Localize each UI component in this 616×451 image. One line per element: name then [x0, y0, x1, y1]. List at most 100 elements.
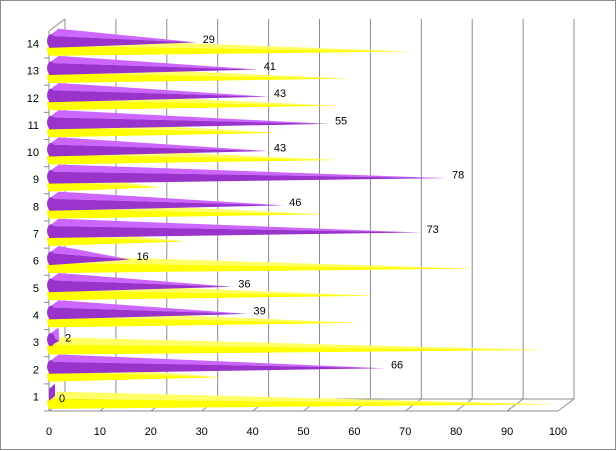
data-label: 55	[335, 115, 347, 127]
x-tick-label: 10	[94, 426, 106, 438]
purple-cone-6-base	[47, 251, 55, 265]
purple-cone-9-base	[47, 170, 55, 184]
x-tick-label: 40	[246, 426, 258, 438]
purple-cone-5-base	[47, 278, 55, 292]
x-tick-label: 30	[196, 426, 208, 438]
purple-cone-4-base	[47, 305, 55, 319]
yellow-cone-2-front-face	[49, 371, 223, 382]
y-tick-label: 9	[33, 174, 39, 186]
yellow-cone-12-front-face	[49, 100, 340, 111]
purple-cone-12	[47, 83, 268, 103]
purple-cone-1	[49, 383, 55, 401]
floor-grid-line	[557, 398, 575, 412]
purple-cone-13-base	[47, 61, 55, 75]
yellow-cone-1-top-face	[49, 391, 558, 405]
x-tick-label: 100	[549, 426, 567, 438]
purple-cone-8	[47, 191, 284, 211]
data-label: 46	[289, 197, 301, 209]
y-tick-label: 10	[27, 147, 39, 159]
purple-cone-11-base	[47, 115, 55, 129]
x-tick-label: 70	[399, 426, 411, 438]
purple-cone-1-stub	[49, 383, 55, 401]
purple-cone-6-front-face	[49, 253, 131, 266]
data-label: 43	[274, 143, 286, 155]
purple-cone-10-base	[47, 143, 55, 156]
yellow-cone-9-front-face	[49, 181, 161, 192]
purple-cone-9	[47, 164, 447, 184]
yellow-cone-8-front-face	[49, 208, 324, 219]
purple-cone-7-base	[47, 224, 55, 238]
data-label: 41	[264, 61, 276, 73]
y-tick-label: 4	[33, 310, 39, 322]
purple-cone-5-top-face	[49, 273, 233, 287]
purple-cone-11-front-face	[49, 117, 329, 130]
purple-cone-8-top-face	[49, 191, 284, 206]
purple-cone-13-top-face	[49, 55, 258, 70]
yellow-cone-4-front-face	[49, 317, 360, 328]
purple-cone-8-front-face	[49, 198, 284, 211]
purple-cone-4-top-face	[49, 300, 248, 314]
data-label: 36	[238, 278, 250, 290]
x-tick-label: 0	[46, 426, 52, 438]
bars	[47, 28, 558, 409]
yellow-cone-7-front-face	[49, 235, 187, 246]
x-tick-label: 90	[501, 426, 513, 438]
yellow-cone-1-front-face	[49, 398, 558, 409]
left-wall-top	[48, 18, 66, 32]
yellow-cone-11-front-face	[49, 127, 279, 138]
y-tick-label: 3	[33, 337, 39, 349]
purple-cone-4	[47, 300, 248, 320]
y-tick-label: 12	[27, 93, 39, 105]
y-tick-label: 7	[33, 229, 39, 241]
yellow-cone-3-front-face	[49, 344, 548, 355]
x-tick-label: 50	[297, 426, 309, 438]
floor-grid-line	[506, 398, 524, 412]
purple-cone-5	[47, 273, 233, 293]
yellow-cone-3-top-face	[49, 337, 548, 351]
purple-cone-5-front-face	[49, 280, 233, 293]
x-tick-label: 80	[450, 426, 462, 438]
purple-cone-9-front-face	[49, 171, 447, 184]
purple-cone-2-front-face	[49, 361, 385, 374]
purple-cone-9-top-face	[49, 164, 447, 179]
y-tick-label: 2	[33, 364, 39, 376]
purple-cone-7-top-face	[49, 218, 421, 233]
purple-cone-14	[47, 28, 197, 48]
yellow-cone-6-top-face	[49, 255, 477, 269]
purple-cone-11	[47, 110, 329, 130]
yellow-cone-14-front-face	[49, 45, 411, 56]
purple-cone-3-top-face	[49, 327, 60, 342]
data-label: 39	[254, 305, 266, 317]
data-label: 2	[65, 333, 71, 345]
purple-cone-12-base	[47, 88, 55, 102]
data-label: 43	[274, 88, 286, 100]
purple-cone-14-top-face	[49, 28, 197, 43]
y-tick-label: 8	[33, 201, 39, 213]
data-label: 16	[136, 251, 148, 263]
purple-cone-4-front-face	[49, 307, 248, 320]
yellow-cone-13-front-face	[49, 73, 350, 84]
x-tick-label: 60	[348, 426, 360, 438]
yellow-cone-6-front-face	[49, 263, 477, 274]
y-tick-label: 11	[28, 120, 39, 132]
y-tick-label: 6	[33, 256, 39, 268]
purple-cone-10-front-face	[49, 144, 268, 157]
purple-cone-6-top-face	[49, 245, 131, 260]
yellow-cone-6	[47, 255, 477, 274]
purple-cone-10-top-face	[49, 137, 268, 151]
data-label: 66	[391, 360, 403, 372]
yellow-cone-10-front-face	[49, 154, 340, 165]
purple-cone-11-top-face	[49, 110, 329, 124]
data-label: 73	[427, 224, 439, 236]
purple-cone-2	[47, 354, 385, 374]
purple-cone-13-front-face	[49, 63, 258, 76]
purple-cone-2-top-face	[49, 354, 385, 369]
x-tick-label: 20	[145, 426, 157, 438]
purple-cone-14-front-face	[49, 35, 197, 48]
purple-cone-8-base	[47, 197, 55, 211]
purple-cone-12-front-face	[49, 90, 268, 103]
purple-cone-13	[47, 55, 258, 76]
y-tick-label: 14	[27, 38, 39, 50]
purple-cone-14-base	[47, 34, 55, 48]
